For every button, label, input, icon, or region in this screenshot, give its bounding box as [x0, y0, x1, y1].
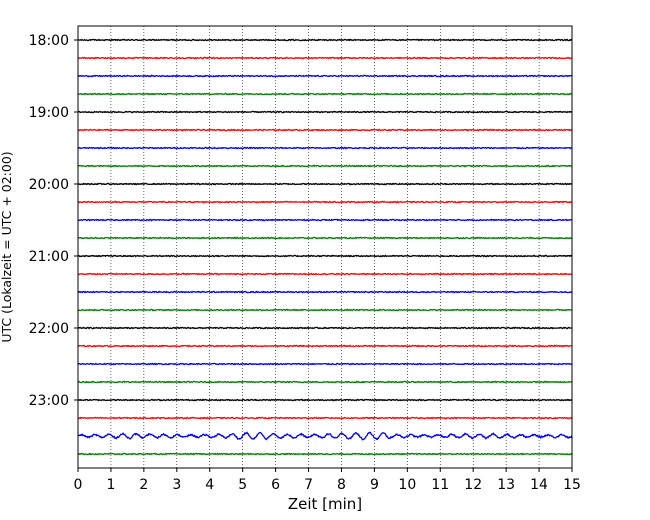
x-tick-label: 15 [563, 477, 581, 493]
seismic-trace [77, 290, 573, 294]
seismic-trace [77, 56, 573, 60]
y-tick-label: 19:00 [29, 105, 69, 121]
x-tick-label: 3 [172, 477, 181, 493]
x-tick-label: 1 [106, 477, 115, 493]
seismic-trace [77, 431, 573, 441]
y-axis: 18:00 19:00 20:00 21:00 22:00 23:00 [29, 33, 78, 409]
seismic-trace [77, 308, 573, 312]
seismic-trace [77, 380, 573, 384]
seismic-trace [77, 110, 573, 114]
x-tick-label: 13 [497, 477, 515, 493]
seismic-trace [77, 38, 573, 42]
x-tick-label: 4 [205, 477, 214, 493]
seismic-trace [77, 236, 573, 240]
x-tick-label: 14 [530, 477, 548, 493]
seismic-trace [77, 74, 573, 78]
seismic-trace [77, 452, 573, 456]
x-tick-label: 5 [238, 477, 247, 493]
traces [77, 38, 573, 456]
x-tick-label: 7 [304, 477, 313, 493]
y-tick-label: 20:00 [29, 177, 69, 193]
seismic-trace [77, 164, 573, 168]
seismic-trace [77, 146, 573, 150]
seismic-trace [77, 272, 573, 276]
x-tick-label: 12 [464, 477, 482, 493]
y-tick-label: 23:00 [29, 393, 69, 409]
y-axis-label: UTC (Lokalzeit = UTC + 02:00) [0, 151, 14, 342]
seismic-trace [77, 362, 573, 366]
y-tick-label: 21:00 [29, 249, 69, 265]
seismic-trace [77, 398, 573, 402]
x-tick-label: 0 [74, 477, 83, 493]
x-tick-label: 2 [139, 477, 148, 493]
x-axis: 0 1 2 3 4 5 6 7 8 9 10 11 12 13 14 15 [74, 468, 581, 493]
seismic-trace [77, 326, 573, 330]
seismic-trace [77, 182, 573, 186]
seismic-trace [77, 92, 573, 96]
y-tick-label: 22:00 [29, 321, 69, 337]
seismic-trace [77, 344, 573, 348]
seismic-trace [77, 218, 573, 222]
seismic-trace [77, 416, 573, 420]
seismic-trace [77, 200, 573, 204]
x-tick-label: 8 [337, 477, 346, 493]
x-tick-label: 11 [431, 477, 449, 493]
x-tick-label: 9 [370, 477, 379, 493]
plot-frame [77, 25, 573, 469]
x-axis-label: Zeit [min] [288, 495, 362, 513]
y-tick-label: 18:00 [29, 33, 69, 49]
seismic-trace [77, 128, 573, 132]
x-tick-label: 10 [398, 477, 416, 493]
x-tick-label: 6 [271, 477, 280, 493]
seismic-trace [77, 254, 573, 258]
